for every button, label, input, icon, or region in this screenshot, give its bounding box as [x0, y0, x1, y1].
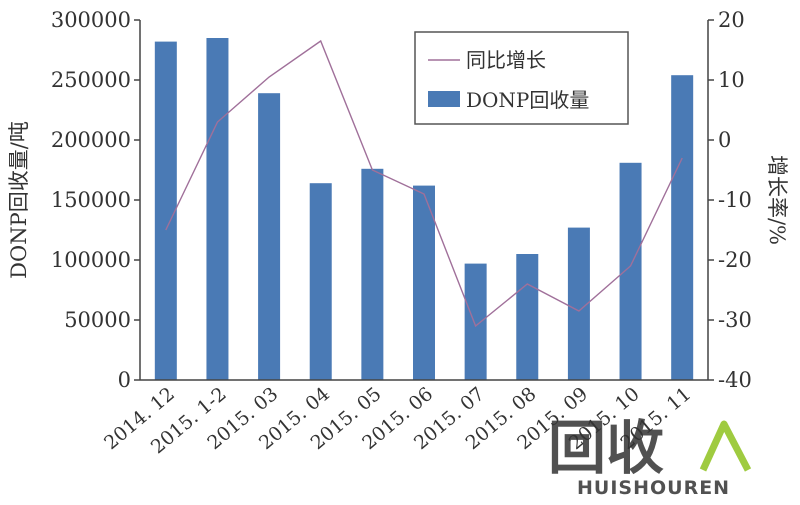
bar-0: [154, 41, 177, 380]
watermark-logo-text: 回收: [548, 414, 664, 482]
bar-1: [206, 38, 229, 380]
y-tick-label-right: 20: [718, 8, 745, 32]
bar-4: [361, 168, 384, 380]
y-axis-title-right: 增长率/%: [765, 155, 789, 245]
y-tick-label-left: 0: [118, 368, 131, 392]
legend: 同比增长 DONP回收量: [414, 31, 629, 125]
bar-6: [464, 263, 487, 380]
y-tick-label-right: -10: [718, 188, 752, 212]
y-tick-label-left: 50000: [64, 308, 131, 332]
y-tick-label-left: 250000: [51, 68, 131, 92]
watermark-brand-text: HUISHOUREN: [577, 477, 730, 499]
y-tick-label-left: 150000: [51, 188, 131, 212]
legend-box: [414, 31, 629, 125]
bar-5: [413, 185, 435, 380]
bar-3: [309, 183, 332, 380]
bars-layer: [154, 38, 694, 380]
bar-9: [619, 162, 642, 380]
line-layer: [165, 39, 683, 328]
bar-10: [671, 75, 694, 380]
y-tick-label-left: 300000: [51, 8, 131, 32]
y-tick-label-right: 10: [718, 68, 745, 92]
y-tick-label-right: -30: [718, 308, 752, 332]
watermark-mountain-icon: [699, 420, 752, 472]
y-tick-label-right: 0: [718, 128, 731, 152]
legend-label-volume: DONP回收量: [466, 88, 589, 112]
growth-line: [165, 39, 683, 328]
bar-7: [516, 254, 539, 380]
y-tick-label-right: -40: [718, 368, 752, 392]
bar-2: [258, 93, 281, 380]
ticks-layer: 0 50000 100000 150000 200000 250000 300000 -40 -…: [51, 8, 752, 392]
y-tick-label-right: -20: [718, 248, 752, 272]
y-tick-label-left: 100000: [51, 248, 131, 272]
legend-label-growth: 同比增长: [466, 48, 546, 72]
y-axis-title-left: DONP回收量/吨: [7, 121, 31, 279]
legend-bar-swatch: [428, 91, 460, 107]
bar-8: [567, 227, 590, 380]
watermark-logo: 回收 HUISHOUREN: [548, 414, 752, 499]
y-tick-label-left: 200000: [51, 128, 131, 152]
